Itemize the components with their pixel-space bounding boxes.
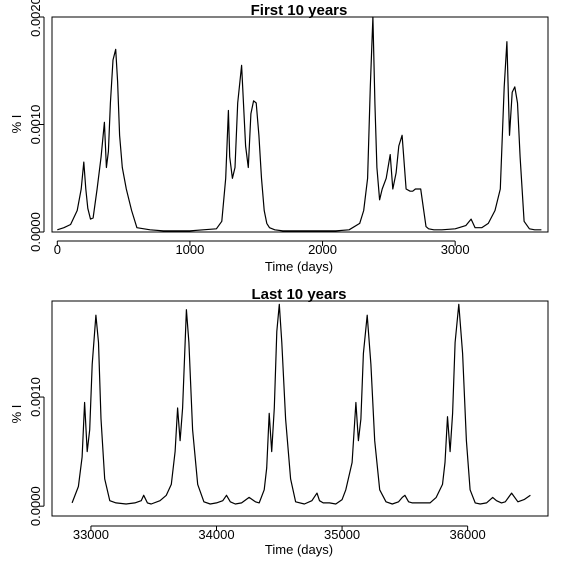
plot-frame	[51, 300, 549, 517]
series-line	[71, 303, 531, 505]
x-tick-label: 35000	[324, 527, 360, 542]
x-tick-label: 33000	[73, 527, 109, 542]
y-axis: 0.0000 0.0010 0.0020	[28, 0, 45, 252]
chart-title: First 10 years	[251, 2, 348, 19]
y-axis: 0.0000 0.0010	[28, 377, 45, 526]
y-tick-label: 0.0020	[28, 0, 43, 37]
x-tick-label: 36000	[450, 527, 486, 542]
series-line	[57, 16, 542, 232]
x-tick-label: 1000	[175, 242, 204, 257]
x-axis-label: Time (days)	[265, 259, 333, 274]
x-tick-label: 0	[54, 242, 61, 257]
panel-first-10-years: First 10 years Time (days) % I 0 1000 2000…	[9, 0, 549, 274]
y-tick-label: 0.0010	[28, 105, 43, 145]
plot-frame	[51, 16, 549, 233]
x-tick-label: 2000	[308, 242, 337, 257]
y-axis-label: % I	[9, 115, 24, 134]
series-layer	[57, 16, 542, 232]
y-tick-label: 0.0010	[28, 377, 43, 417]
chart-title: Last 10 years	[251, 286, 346, 303]
x-tick-label: 3000	[441, 242, 470, 257]
panel-last-10-years: Last 10 years Time (days) % I 33000 34000…	[9, 286, 549, 557]
y-tick-label: 0.0000	[28, 486, 43, 526]
y-axis-label: % I	[9, 405, 24, 424]
x-axis: 33000 34000 35000 36000	[73, 525, 486, 542]
y-tick-label: 0.0000	[28, 212, 43, 252]
x-tick-label: 34000	[198, 527, 234, 542]
x-axis: 0 1000 2000 3000	[54, 240, 470, 257]
series-layer	[71, 303, 531, 505]
x-axis-label: Time (days)	[265, 542, 333, 557]
